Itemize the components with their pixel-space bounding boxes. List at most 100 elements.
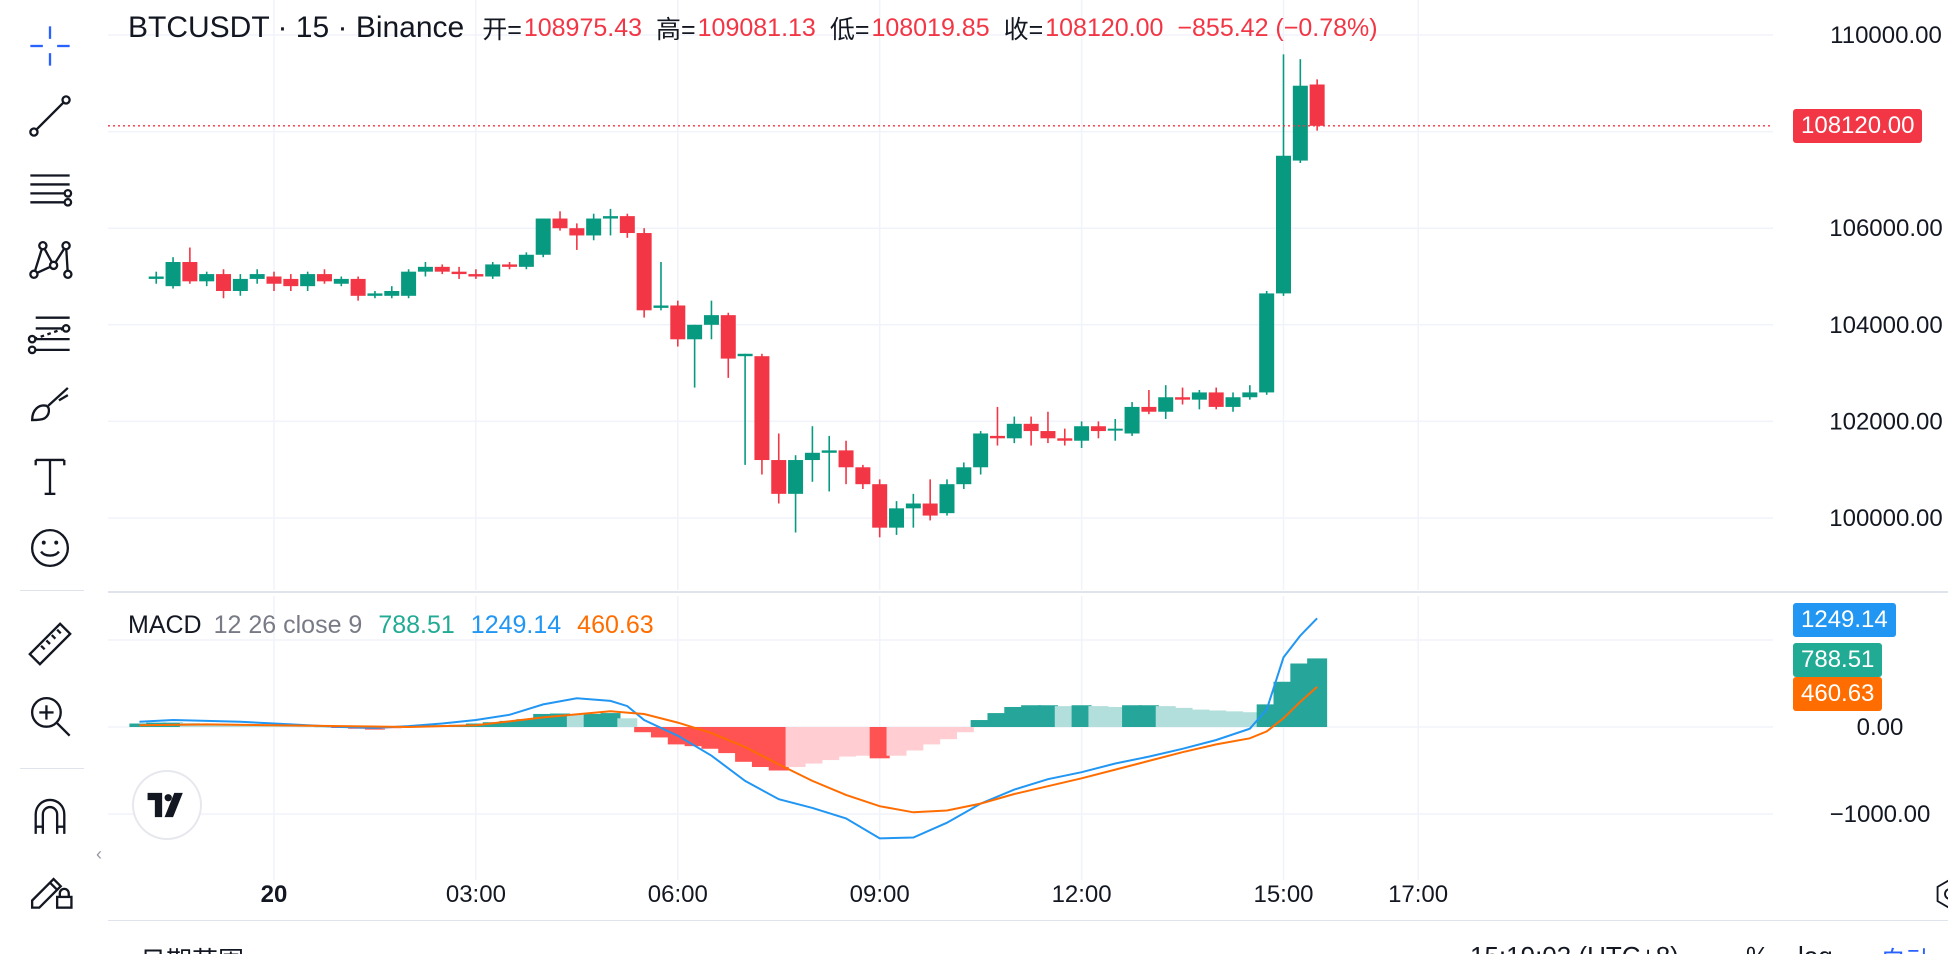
macd-histogram-bar — [852, 727, 873, 756]
chart-area[interactable]: 100000.00 102000.00 104000.00 106000.00 1100… — [108, 0, 1948, 920]
macd-histogram-bar — [1290, 663, 1311, 727]
emoji-icon[interactable] — [22, 520, 78, 576]
fib-retracement-icon[interactable] — [22, 304, 78, 360]
zoom-in-icon[interactable] — [22, 688, 78, 744]
candle — [283, 278, 299, 287]
text-icon[interactable] — [22, 448, 78, 504]
macd-histogram-bar — [1004, 706, 1025, 727]
time-axis-tick: 06:00 — [648, 881, 708, 908]
drawing-toolbar: ‹ — [0, 0, 108, 954]
candles — [148, 54, 1325, 538]
trend-line-icon[interactable] — [22, 88, 78, 144]
pattern-icon[interactable] — [22, 232, 78, 288]
candle — [855, 467, 871, 485]
price-axis-tick: 110000.00 — [1830, 22, 1942, 49]
high-value: 109081.13 — [697, 13, 816, 42]
candle — [417, 266, 433, 272]
macd-axis-tick: 0.00 — [1857, 714, 1904, 741]
macd-histogram-bar — [1088, 706, 1109, 727]
macd-histogram-bar — [1256, 704, 1277, 727]
macd-histogram-bar — [1071, 705, 1092, 727]
close-value: 108120.00 — [1045, 13, 1164, 42]
auto-toggle[interactable]: 自动 — [1880, 941, 1932, 954]
candle — [535, 218, 551, 255]
tradingview-logo-icon — [147, 792, 183, 818]
toolbar-collapse-button[interactable]: ‹ — [96, 844, 102, 864]
magnet-icon[interactable] — [22, 788, 78, 844]
crosshair-icon[interactable] — [22, 18, 78, 74]
candle — [1074, 426, 1090, 441]
candle — [905, 503, 921, 509]
candle — [148, 276, 164, 279]
macd-axis-tick: −1000.00 — [1830, 801, 1931, 828]
candle — [1259, 293, 1275, 393]
candle — [1242, 392, 1258, 398]
bottom-toolbar: 日期范围 15:19:03 (UTC+8) % log 自动 — [108, 920, 1948, 954]
main-legend: BTCUSDT · 15 · Binance 开= 108975.43 高= 109… — [128, 10, 1378, 46]
macd-histogram — [129, 658, 1328, 771]
macd-name[interactable]: MACD — [128, 610, 202, 639]
time-axis-tick: 12:00 — [1052, 881, 1112, 908]
candle — [216, 274, 232, 291]
open-label: 开= — [482, 16, 522, 44]
macd-histogram-bar — [735, 727, 756, 762]
time-axis-tick: 20 — [261, 881, 288, 908]
settings-icon[interactable] — [1930, 874, 1948, 914]
candle — [889, 508, 905, 528]
candle — [1276, 155, 1291, 294]
last-price-tag: 108120.00 — [1793, 108, 1923, 143]
price-axis-tick: 106000.00 — [1829, 215, 1942, 242]
candle — [485, 264, 501, 277]
candle — [703, 315, 719, 325]
candle — [687, 324, 703, 340]
toolbar-divider — [20, 590, 84, 591]
candle — [367, 293, 383, 296]
macd-histogram-bar — [1273, 681, 1294, 727]
macd-histogram-bar — [768, 727, 789, 771]
candle — [1292, 85, 1308, 161]
candle — [922, 503, 938, 516]
candle — [333, 278, 349, 284]
percent-toggle[interactable]: % — [1746, 941, 1769, 954]
lock-drawings-icon[interactable] — [22, 860, 78, 916]
macd-line — [139, 617, 1318, 840]
candle — [1006, 423, 1022, 439]
macd-histogram-bar — [1021, 705, 1042, 727]
symbol-title[interactable]: BTCUSDT · 15 · Binance — [128, 11, 465, 44]
chart-canvas[interactable]: 100000.00 102000.00 104000.00 106000.00 1100… — [108, 0, 1948, 920]
candle — [1309, 84, 1325, 126]
tradingview-logo[interactable] — [134, 772, 200, 838]
macd-histogram-bar — [1172, 707, 1193, 727]
macd-params: 12 26 close 9 — [213, 610, 363, 639]
candle — [973, 433, 989, 468]
candle — [1225, 397, 1241, 407]
brush-icon[interactable] — [22, 376, 78, 432]
macd-value-tag: 460.63 — [1793, 677, 1883, 711]
candle — [1208, 392, 1224, 407]
candle — [502, 264, 518, 267]
grid — [108, 0, 1773, 880]
candle — [569, 228, 585, 236]
candle — [1107, 428, 1123, 431]
candle — [821, 450, 837, 453]
macd-histogram-bar — [566, 714, 587, 727]
macd-histogram-bar — [970, 720, 991, 727]
change-value: −855.42 (−0.78%) — [1177, 13, 1378, 42]
ruler-icon[interactable] — [22, 616, 78, 672]
date-range-button[interactable]: 日期范围 — [140, 941, 244, 954]
macd-histogram-bar — [499, 720, 520, 727]
toolbar-divider — [20, 768, 84, 769]
macd-histogram-bar — [920, 727, 941, 745]
candle — [754, 356, 770, 461]
candle — [1191, 392, 1207, 400]
log-toggle[interactable]: log — [1798, 941, 1833, 954]
price-axis-tick: 104000.00 — [1829, 312, 1942, 339]
macd-line-value: 1249.14 — [470, 610, 562, 639]
macd-signal-value: 460.63 — [577, 610, 654, 639]
open-value: 108975.43 — [523, 13, 643, 42]
candle — [182, 262, 198, 282]
candle — [670, 305, 686, 340]
clock-readout[interactable]: 15:19:03 (UTC+8) — [1470, 941, 1679, 954]
horizontal-lines-icon[interactable] — [22, 160, 78, 216]
macd-histogram-bar — [617, 718, 638, 727]
